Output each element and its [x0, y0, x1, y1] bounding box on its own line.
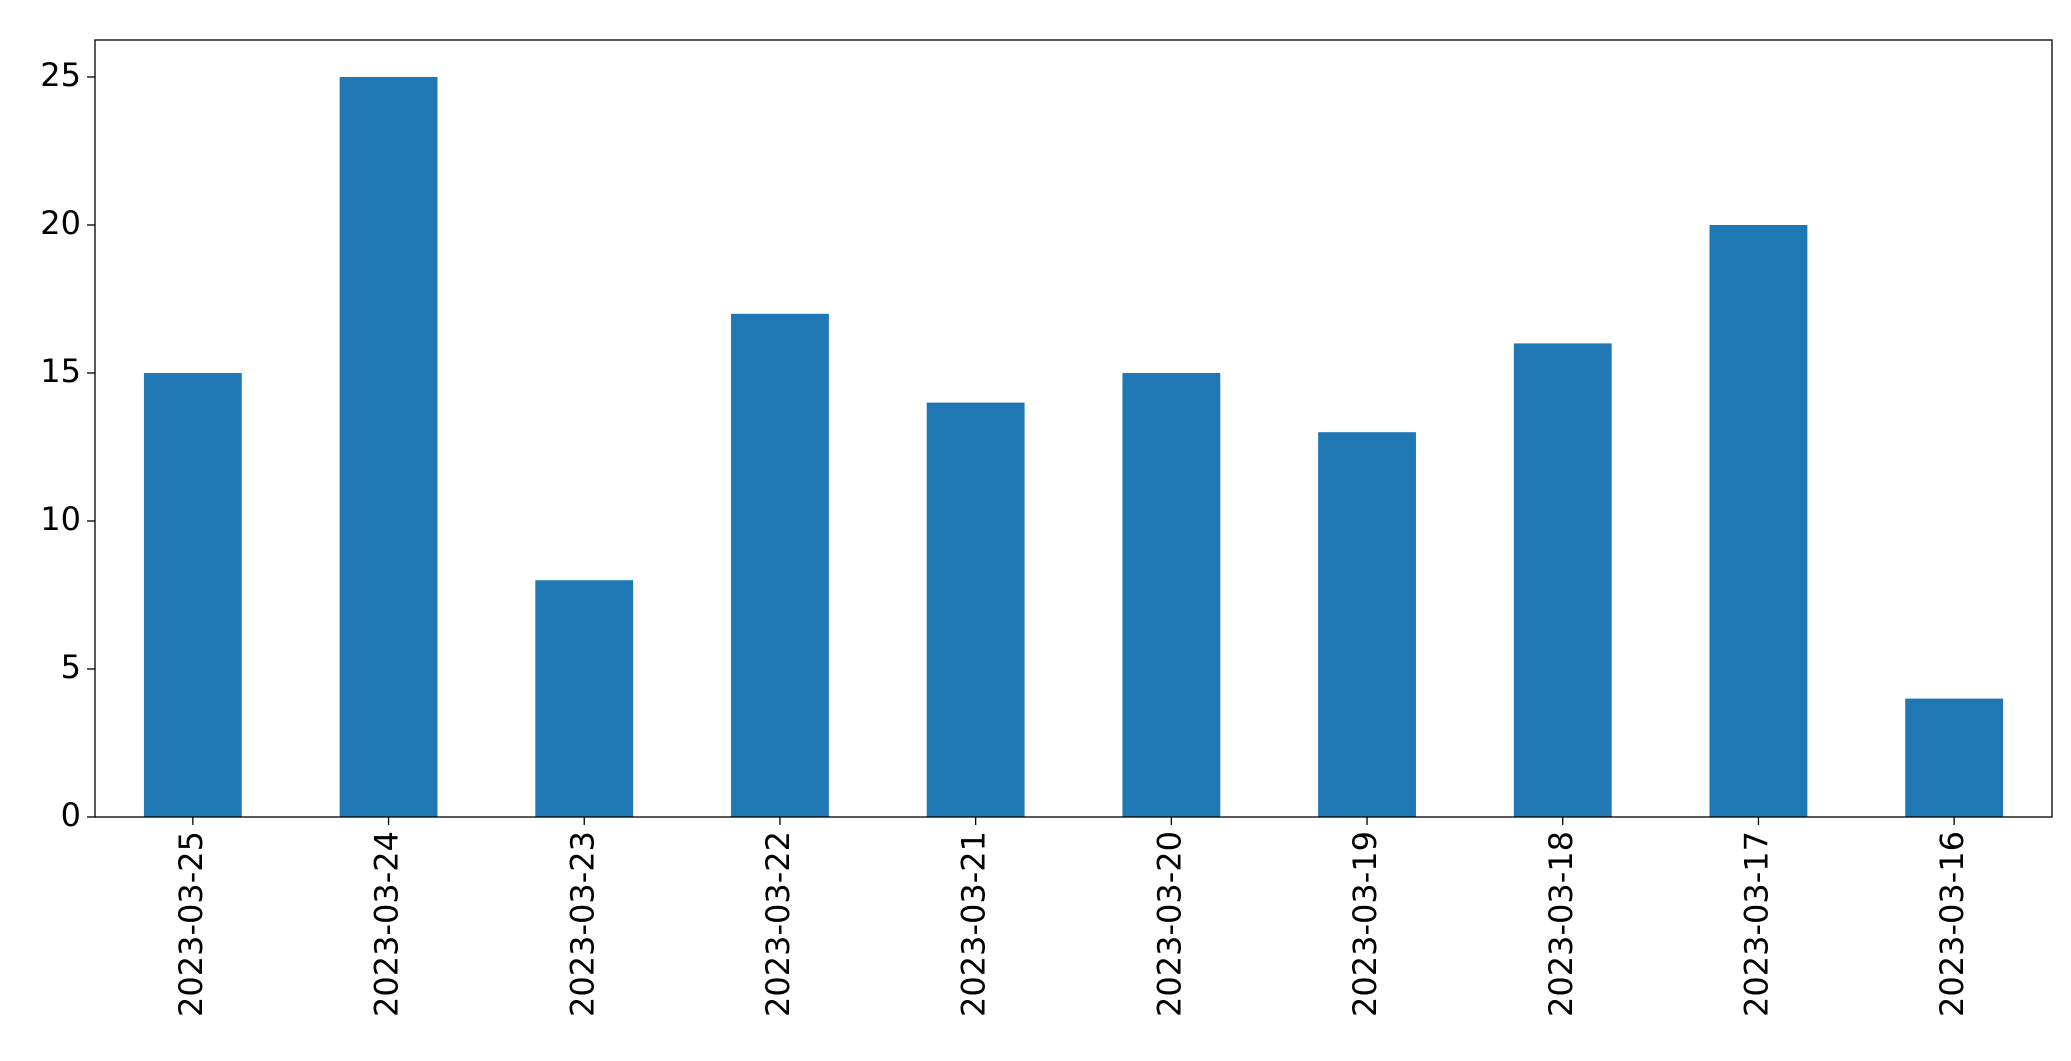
y-tick-label: 5: [61, 648, 81, 686]
bar: [1513, 343, 1612, 817]
y-tick-label: 20: [40, 204, 81, 242]
x-tick-label: 2023-03-22: [759, 831, 797, 1017]
x-tick-label: 2023-03-24: [368, 831, 406, 1017]
x-tick-label: 2023-03-18: [1542, 831, 1580, 1017]
y-tick-label: 0: [61, 796, 81, 834]
bar: [1709, 225, 1808, 817]
bar: [1905, 698, 2004, 817]
y-tick-label: 10: [40, 500, 81, 538]
bar: [926, 402, 1025, 817]
bar: [143, 373, 242, 817]
bar: [1318, 432, 1416, 817]
x-tick-label: 2023-03-16: [1933, 831, 1971, 1017]
bar: [731, 313, 829, 817]
bar: [1122, 373, 1221, 817]
y-tick-label: 25: [40, 56, 81, 94]
bar: [339, 77, 438, 817]
y-tick-label: 15: [40, 352, 81, 390]
axes-frame: [94, 39, 2053, 818]
x-tick-label: 2023-03-19: [1346, 831, 1384, 1017]
bar: [535, 580, 634, 817]
x-tick-label: 2023-03-25: [172, 831, 210, 1017]
x-tick-label: 2023-03-23: [563, 831, 601, 1017]
x-tick-label: 2023-03-21: [955, 831, 993, 1017]
x-tick-label: 2023-03-20: [1150, 831, 1188, 1017]
x-tick-label: 2023-03-17: [1737, 831, 1775, 1017]
